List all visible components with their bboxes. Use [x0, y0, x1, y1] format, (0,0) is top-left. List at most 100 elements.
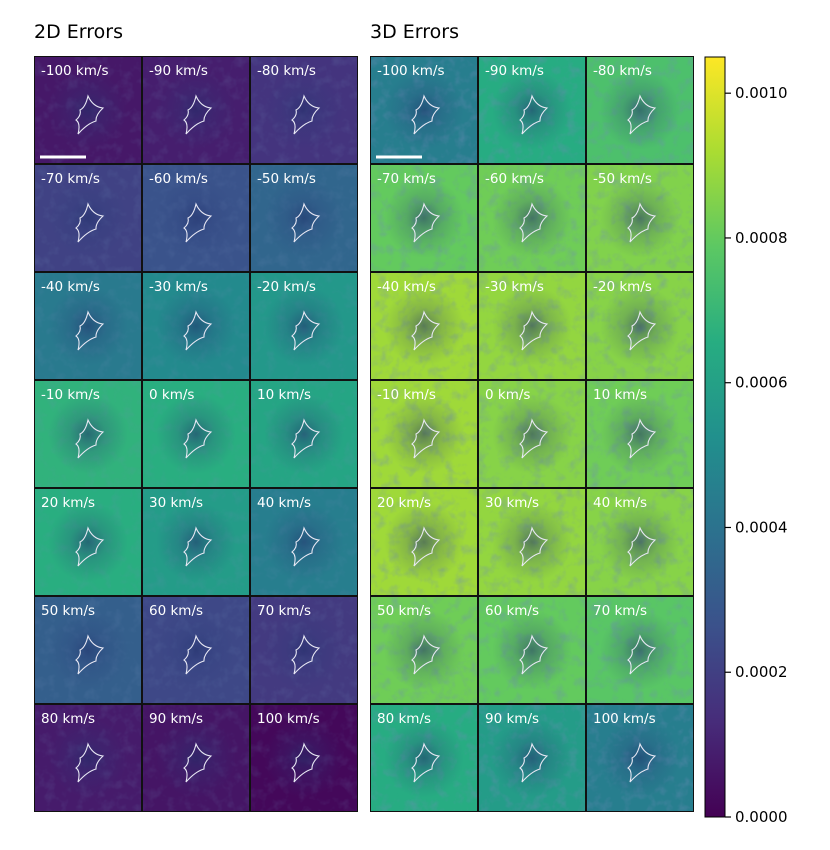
channel-border	[586, 704, 694, 812]
channel-label: 30 km/s	[485, 495, 539, 511]
channel-label: -10 km/s	[377, 387, 436, 403]
channel-panel: -30 km/s	[478, 272, 586, 380]
channel-border	[586, 56, 694, 164]
channel-label: -30 km/s	[485, 279, 544, 295]
channel-border	[370, 56, 478, 164]
channel-panel: 50 km/s	[370, 596, 478, 704]
channel-label: -50 km/s	[593, 171, 652, 187]
channel-panel: -10 km/s	[370, 380, 478, 488]
channel-center-shade	[48, 394, 128, 474]
channel-center-shade	[600, 286, 680, 366]
channel-border	[142, 380, 250, 488]
channel-label: 0 km/s	[149, 387, 194, 403]
channel-panel: 0 km/s	[478, 380, 586, 488]
channel-center-shade	[384, 286, 464, 366]
caustic-curve	[291, 526, 321, 567]
channel-center-shade	[384, 178, 464, 258]
caustic-curve	[411, 418, 441, 459]
channel-center-shade	[384, 394, 464, 474]
channel-border	[142, 164, 250, 272]
channel-label: -100 km/s	[41, 63, 108, 79]
caustic-curve	[183, 310, 213, 351]
panel-grid-3d: 3D Errors -100 km/s -90 km/s -80 km/s -70 km…	[370, 21, 694, 812]
channel-panel: -90 km/s	[478, 56, 586, 164]
caustic-curve	[627, 94, 657, 135]
channel-border	[250, 380, 358, 488]
channel-center-shade	[48, 286, 128, 366]
channel-panel: 60 km/s	[478, 596, 586, 704]
channel-border	[34, 596, 142, 704]
channel-label: 70 km/s	[257, 603, 311, 619]
panel-grid-2d: 2D Errors -100 km/s -90 km/s -80 km/s -70 km…	[34, 21, 358, 812]
channel-border	[250, 488, 358, 596]
channel-panel: 100 km/s	[586, 704, 694, 812]
caustic-curve	[183, 526, 213, 567]
channel-border	[478, 380, 586, 488]
channel-border	[370, 164, 478, 272]
channel-center-shade	[156, 286, 236, 366]
channel-center-shade	[384, 502, 464, 582]
channel-border	[142, 488, 250, 596]
channel-border	[34, 488, 142, 596]
channel-label: -80 km/s	[593, 63, 652, 79]
channel-label: 40 km/s	[593, 495, 647, 511]
colorbar-frame	[704, 56, 726, 818]
channel-border	[586, 380, 694, 488]
caustic-curve	[627, 202, 657, 243]
channel-border	[478, 488, 586, 596]
channel-label: -70 km/s	[41, 171, 100, 187]
channel-panel: 100 km/s	[250, 704, 358, 812]
channel-label: 10 km/s	[593, 387, 647, 403]
channel-panel: -40 km/s	[34, 272, 142, 380]
channel-panel: 60 km/s	[142, 596, 250, 704]
caustic-curve	[75, 310, 105, 351]
channel-center-shade	[600, 502, 680, 582]
caustic-curve	[411, 310, 441, 351]
grid-title-2d: 2D Errors	[34, 21, 123, 43]
caustic-curve	[75, 418, 105, 459]
channel-label: -40 km/s	[41, 279, 100, 295]
channel-center-shade	[492, 610, 572, 690]
caustic-curve	[183, 202, 213, 243]
channel-border	[250, 596, 358, 704]
channel-label: -20 km/s	[593, 279, 652, 295]
channel-panel: -10 km/s	[34, 380, 142, 488]
channel-label: 0 km/s	[485, 387, 530, 403]
channel-label: 90 km/s	[485, 711, 539, 727]
channel-label: -20 km/s	[257, 279, 316, 295]
channel-center-shade	[384, 610, 464, 690]
channel-center-shade	[492, 502, 572, 582]
channel-panel: 90 km/s	[142, 704, 250, 812]
channel-center-shade	[264, 502, 344, 582]
channel-center-shade	[48, 178, 128, 258]
caustic-curve	[75, 634, 105, 675]
channel-center-shade	[156, 718, 236, 798]
channel-panel: -30 km/s	[142, 272, 250, 380]
caustic-curve	[519, 418, 549, 459]
caustic-curve	[75, 94, 105, 135]
channel-center-shade	[156, 610, 236, 690]
channel-label: -60 km/s	[485, 171, 544, 187]
caustic-curve	[627, 742, 657, 783]
caustic-curve	[411, 742, 441, 783]
caustic-curve	[75, 202, 105, 243]
channel-panel: -60 km/s	[478, 164, 586, 272]
colorbar: 0.0000 0.0002 0.0004 0.0006 0.0008 0.0010	[704, 56, 788, 826]
channel-border	[586, 596, 694, 704]
colorbar-gradient	[705, 57, 725, 817]
channel-panel: -50 km/s	[586, 164, 694, 272]
channel-border	[478, 596, 586, 704]
channel-label: 50 km/s	[41, 603, 95, 619]
caustic-curve	[519, 94, 549, 135]
channel-center-shade	[264, 718, 344, 798]
caustic-curve	[291, 202, 321, 243]
channel-border	[478, 56, 586, 164]
channel-label: 70 km/s	[593, 603, 647, 619]
channel-center-shade	[264, 610, 344, 690]
channel-panel: 70 km/s	[586, 596, 694, 704]
caustic-curve	[519, 634, 549, 675]
channel-border	[250, 704, 358, 812]
channel-border	[34, 56, 142, 164]
channel-label: -40 km/s	[377, 279, 436, 295]
